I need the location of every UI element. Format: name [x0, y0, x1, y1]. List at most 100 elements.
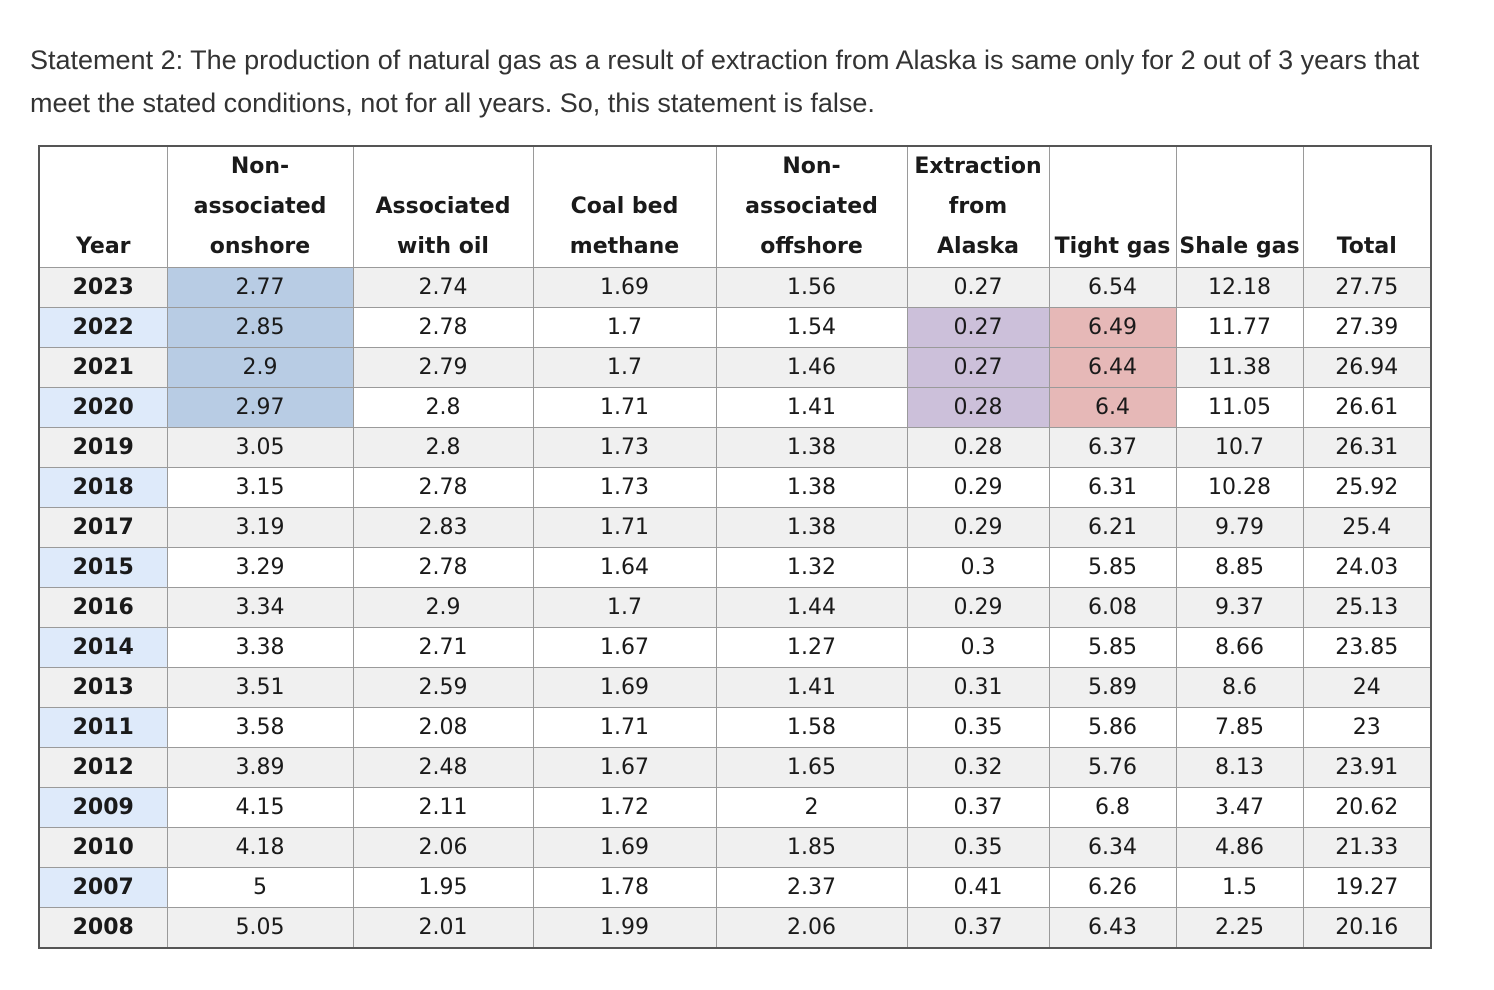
value-cell-tight-gas: 5.85: [1048, 627, 1177, 668]
value-cell-non-associated-offshore: 2: [715, 787, 908, 828]
value-cell-shale-gas: 12.18: [1175, 267, 1304, 308]
column-header-extraction-from-alaska: Extraction from Alaska: [906, 145, 1050, 268]
value-cell-coal-bed-methane: 1.71: [532, 707, 717, 748]
value-cell-shale-gas: 11.05: [1175, 387, 1304, 428]
column-header-non-associated-onshore: Non-associated onshore: [166, 145, 354, 268]
value-cell-total: 25.92: [1302, 467, 1432, 508]
value-cell-non-associated-offshore: 1.41: [715, 387, 908, 428]
value-cell-coal-bed-methane: 1.67: [532, 627, 717, 668]
table-body: 2023 2.77 2.74 1.69 1.56 0.27 6.54 12.18 27.75 20…: [38, 267, 1432, 949]
value-cell-non-associated-onshore: 2.77: [166, 267, 354, 308]
year-cell: 2011: [38, 707, 168, 748]
value-cell-associated-with-oil: 2.8: [352, 427, 534, 468]
value-cell-non-associated-onshore: 2.85: [166, 307, 354, 348]
value-cell-total: 25.4: [1302, 507, 1432, 548]
value-cell-non-associated-offshore: 1.65: [715, 747, 908, 788]
value-cell-shale-gas: 1.5: [1175, 867, 1304, 908]
value-cell-non-associated-onshore: 3.89: [166, 747, 354, 788]
value-cell-non-associated-onshore: 3.34: [166, 587, 354, 628]
value-cell-shale-gas: 9.79: [1175, 507, 1304, 548]
value-cell-associated-with-oil: 2.48: [352, 747, 534, 788]
value-cell-extraction-from-alaska: 0.37: [906, 787, 1050, 828]
value-cell-coal-bed-methane: 1.78: [532, 867, 717, 908]
value-cell-non-associated-offshore: 1.38: [715, 467, 908, 508]
value-cell-non-associated-onshore: 3.19: [166, 507, 354, 548]
value-cell-tight-gas: 5.86: [1048, 707, 1177, 748]
value-cell-extraction-from-alaska: 0.28: [906, 427, 1050, 468]
value-cell-tight-gas: 6.26: [1048, 867, 1177, 908]
value-cell-shale-gas: 8.66: [1175, 627, 1304, 668]
year-cell: 2010: [38, 827, 168, 868]
value-cell-non-associated-onshore: 3.29: [166, 547, 354, 588]
column-header-tight-gas: Tight gas: [1048, 145, 1177, 268]
value-cell-extraction-from-alaska: 0.27: [906, 347, 1050, 388]
table-row: 2010 4.18 2.06 1.69 1.85 0.35 6.34 4.86 21.33: [38, 827, 1432, 868]
table-header-row: Year Non-associated onshore Associated with …: [38, 145, 1432, 268]
value-cell-non-associated-onshore: 5: [166, 867, 354, 908]
value-cell-coal-bed-methane: 1.69: [532, 827, 717, 868]
year-cell: 2023: [38, 267, 168, 308]
value-cell-associated-with-oil: 2.83: [352, 507, 534, 548]
value-cell-non-associated-onshore: 3.05: [166, 427, 354, 468]
value-cell-coal-bed-methane: 1.7: [532, 587, 717, 628]
value-cell-coal-bed-methane: 1.64: [532, 547, 717, 588]
column-header-line: Year: [75, 234, 131, 259]
value-cell-non-associated-offshore: 1.58: [715, 707, 908, 748]
value-cell-coal-bed-methane: 1.72: [532, 787, 717, 828]
value-cell-total: 23: [1302, 707, 1432, 748]
value-cell-total: 24: [1302, 667, 1432, 708]
column-header-line: Total: [1336, 234, 1397, 259]
value-cell-shale-gas: 2.25: [1175, 907, 1304, 949]
value-cell-associated-with-oil: 2.08: [352, 707, 534, 748]
value-cell-non-associated-offshore: 1.44: [715, 587, 908, 628]
table-row: 2022 2.85 2.78 1.7 1.54 0.27 6.49 11.77 27.39: [38, 307, 1432, 348]
value-cell-associated-with-oil: 2.78: [352, 547, 534, 588]
value-cell-shale-gas: 8.6: [1175, 667, 1304, 708]
year-cell: 2012: [38, 747, 168, 788]
year-cell: 2014: [38, 627, 168, 668]
value-cell-non-associated-onshore: 4.18: [166, 827, 354, 868]
column-header-line: Alaska: [937, 234, 1019, 259]
year-cell: 2022: [38, 307, 168, 348]
value-cell-tight-gas: 5.89: [1048, 667, 1177, 708]
table-row: 2014 3.38 2.71 1.67 1.27 0.3 5.85 8.66 23.85: [38, 627, 1432, 668]
value-cell-shale-gas: 11.77: [1175, 307, 1304, 348]
value-cell-coal-bed-methane: 1.71: [532, 387, 717, 428]
column-header-line: associated: [193, 194, 327, 219]
value-cell-coal-bed-methane: 1.7: [532, 347, 717, 388]
value-cell-shale-gas: 8.85: [1175, 547, 1304, 588]
table-row: 2019 3.05 2.8 1.73 1.38 0.28 6.37 10.7 26.31: [38, 427, 1432, 468]
value-cell-extraction-from-alaska: 0.32: [906, 747, 1050, 788]
value-cell-tight-gas: 6.37: [1048, 427, 1177, 468]
value-cell-associated-with-oil: 2.8: [352, 387, 534, 428]
column-header-total: Total: [1302, 145, 1432, 268]
year-cell: 2016: [38, 587, 168, 628]
value-cell-extraction-from-alaska: 0.27: [906, 267, 1050, 308]
column-header-line: Extraction: [914, 154, 1042, 179]
value-cell-non-associated-offshore: 1.56: [715, 267, 908, 308]
value-cell-shale-gas: 8.13: [1175, 747, 1304, 788]
value-cell-extraction-from-alaska: 0.41: [906, 867, 1050, 908]
value-cell-associated-with-oil: 2.9: [352, 587, 534, 628]
table-row: 2013 3.51 2.59 1.69 1.41 0.31 5.89 8.6 24: [38, 667, 1432, 708]
year-cell: 2019: [38, 427, 168, 468]
value-cell-associated-with-oil: 2.11: [352, 787, 534, 828]
table-row: 2020 2.97 2.8 1.71 1.41 0.28 6.4 11.05 26.61: [38, 387, 1432, 428]
value-cell-total: 19.27: [1302, 867, 1432, 908]
value-cell-non-associated-onshore: 2.97: [166, 387, 354, 428]
value-cell-total: 20.62: [1302, 787, 1432, 828]
column-header-line: with oil: [397, 234, 489, 259]
column-header-line: Associated: [375, 194, 511, 219]
value-cell-shale-gas: 11.38: [1175, 347, 1304, 388]
value-cell-coal-bed-methane: 1.73: [532, 427, 717, 468]
table-row: 2015 3.29 2.78 1.64 1.32 0.3 5.85 8.85 24.03: [38, 547, 1432, 588]
value-cell-associated-with-oil: 2.79: [352, 347, 534, 388]
value-cell-total: 20.16: [1302, 907, 1432, 949]
year-cell: 2018: [38, 467, 168, 508]
value-cell-non-associated-onshore: 2.9: [166, 347, 354, 388]
value-cell-shale-gas: 3.47: [1175, 787, 1304, 828]
value-cell-total: 27.39: [1302, 307, 1432, 348]
value-cell-coal-bed-methane: 1.7: [532, 307, 717, 348]
value-cell-extraction-from-alaska: 0.3: [906, 627, 1050, 668]
value-cell-tight-gas: 6.8: [1048, 787, 1177, 828]
